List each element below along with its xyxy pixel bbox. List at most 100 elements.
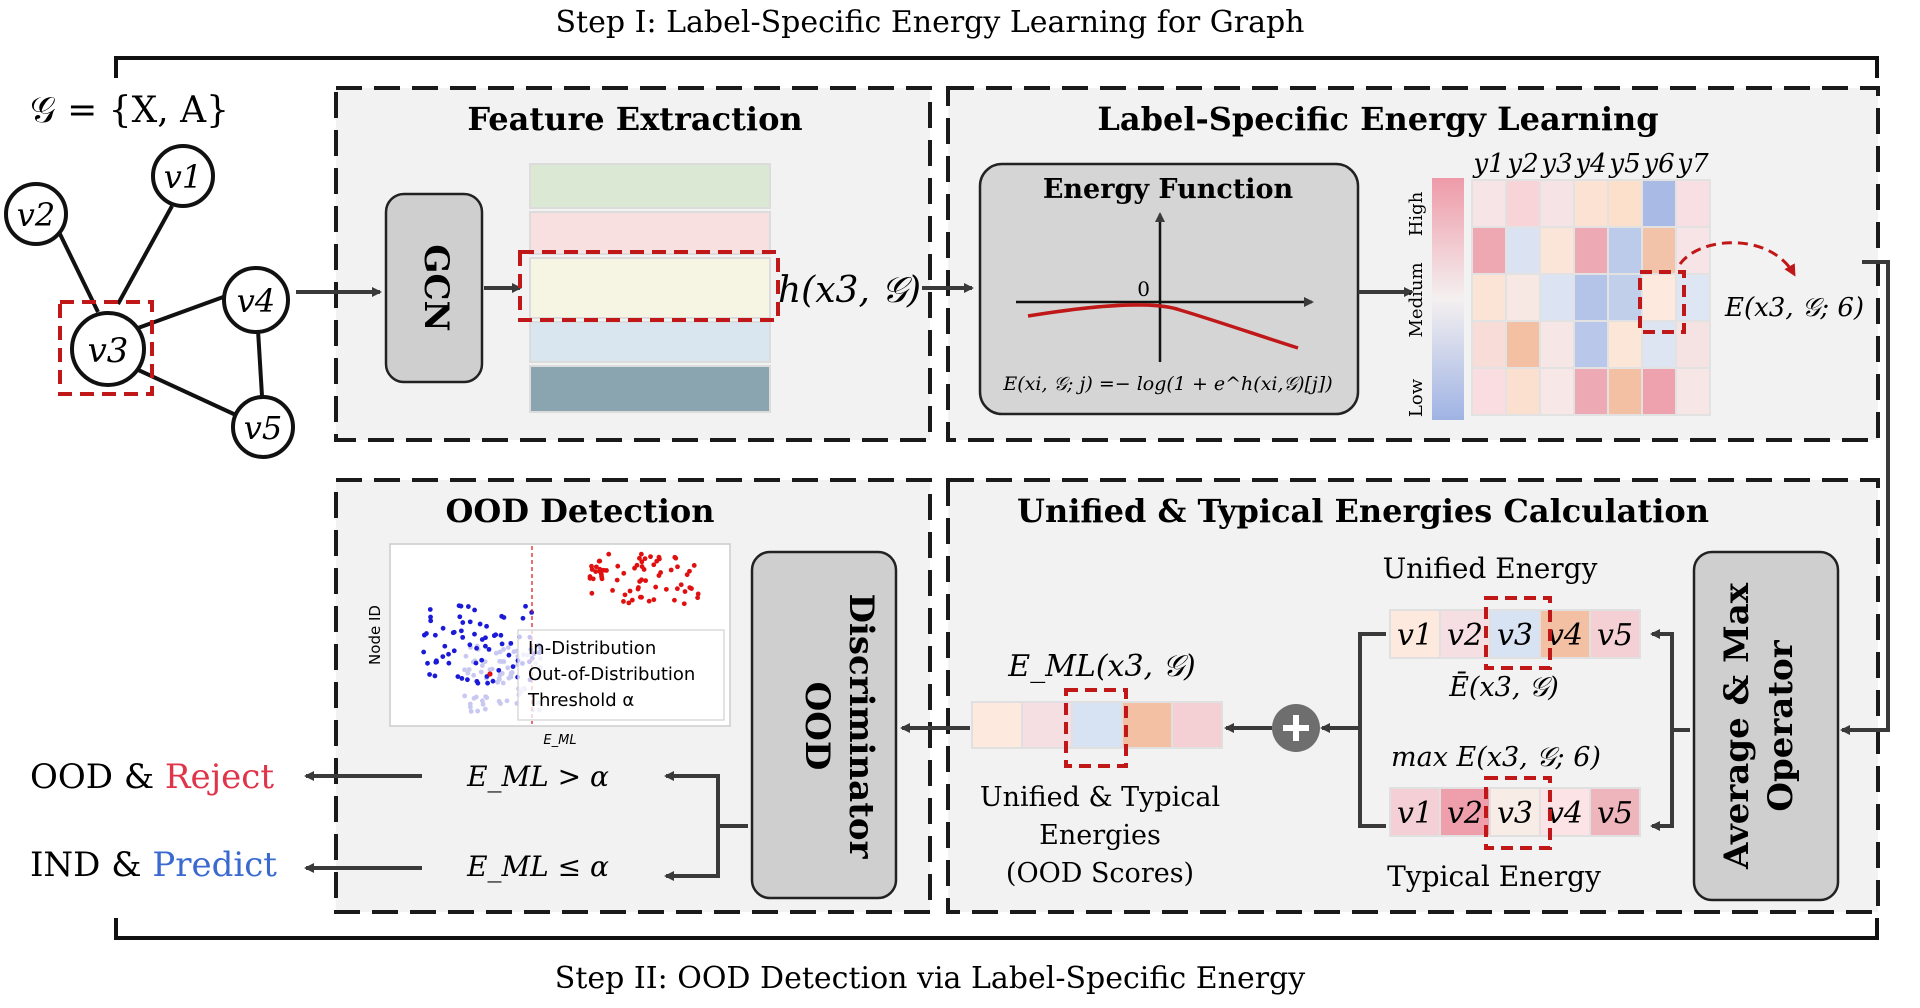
scatter-point-138 <box>433 658 439 664</box>
gcn-box <box>384 192 484 384</box>
energy-axis-zero: 0 <box>1137 277 1150 301</box>
scatter-point-115 <box>458 603 464 609</box>
heatmap-cell-r2-c3 <box>1539 226 1575 275</box>
scatter-point-68 <box>493 650 499 656</box>
scatter-point-124 <box>460 620 466 625</box>
feature-row-2 <box>529 211 771 255</box>
heatmap-cell-r5-c1 <box>1471 367 1507 416</box>
scatter-point-49 <box>498 701 503 706</box>
scatter-point-19 <box>505 665 511 671</box>
heatmap-cell-r3-c7 <box>1675 273 1711 322</box>
scores-caption-3: (OOD Scores) <box>1006 858 1194 889</box>
scatter-point-67 <box>511 649 517 655</box>
typical-cell-label-4: v4 <box>1547 796 1583 831</box>
scatter-point-210 <box>673 555 679 561</box>
scatter-point-147 <box>629 597 635 603</box>
node-v5: v5 <box>231 395 295 459</box>
scatter-point-199 <box>674 586 680 592</box>
unified-cell-5 <box>1589 609 1641 659</box>
scatter-point-78 <box>421 649 427 655</box>
typical-cells: v1 v2 v3 v4 v5 <box>1389 787 1641 837</box>
scatter-point-193 <box>639 564 645 569</box>
scatter-point-105 <box>440 654 446 660</box>
legend-threshold: Threshold α <box>527 690 634 711</box>
heatmap-cell-r2-c2 <box>1505 226 1541 275</box>
scatter-point-186 <box>604 568 609 573</box>
scatter-point-159 <box>614 577 620 583</box>
scatter-legend-box <box>517 629 725 721</box>
scatter-point-155 <box>678 582 684 588</box>
heatmap-cell-r2-c6 <box>1641 226 1677 275</box>
scatter-point-207 <box>637 579 643 584</box>
scatter-point-112 <box>428 614 433 620</box>
scatter-point-22 <box>467 704 473 710</box>
unified-energy-label: Unified Energy <box>1383 552 1598 585</box>
scatter-point-1 <box>500 680 506 686</box>
heatmap-output-label: E(x3, 𝒢; 6) <box>1724 293 1864 323</box>
scatter-point-156 <box>648 554 653 560</box>
scatter-point-120 <box>465 604 471 609</box>
scatter-point-208 <box>589 590 595 596</box>
scatter-point-24 <box>499 659 505 664</box>
scatter-point-196 <box>639 594 644 600</box>
heatmap-cell-r3-c5 <box>1607 273 1643 322</box>
eml-cell-5 <box>1171 701 1223 749</box>
eml-label: E_ML(x3, 𝒢) <box>1007 649 1195 684</box>
eml-cell-2 <box>1021 701 1073 749</box>
unified-v3-highlight <box>1484 596 1552 670</box>
scatter-point-164 <box>638 551 644 557</box>
heatmap-col-label-4: y4 <box>1574 149 1606 179</box>
scatter-point-205 <box>668 567 674 573</box>
heatmap-cell-r3-c2 <box>1505 273 1541 322</box>
gcn-label: GCN <box>416 244 456 331</box>
typical-cell-label-2: v2 <box>1447 796 1483 831</box>
scatter-point-137 <box>451 648 457 654</box>
scatter-point-77 <box>440 625 446 631</box>
heatmap-col-label-2: y2 <box>1506 149 1538 179</box>
scatter-point-70 <box>462 693 468 699</box>
scatter-point-169 <box>606 551 612 557</box>
scatter-point-214 <box>689 586 694 591</box>
graph-nodes: v1 v2 v3 v4 v5 <box>4 144 295 459</box>
scatter-xlabel: E_ML <box>543 733 576 748</box>
scatter-point-61 <box>501 647 506 652</box>
scatter-point-117 <box>474 645 479 651</box>
eml-cell-3 <box>1071 701 1123 749</box>
heatmap-cell-r1-c5 <box>1607 179 1643 228</box>
energy-function-box <box>978 162 1360 416</box>
scatter-point-209 <box>635 586 641 592</box>
scatter-point-63 <box>466 667 472 672</box>
scatter-point-37 <box>483 694 489 699</box>
scatter-point-178 <box>663 586 669 592</box>
scatter-point-203 <box>632 565 637 571</box>
heatmap-col-label-7: y7 <box>1676 149 1709 179</box>
scatter-point-107 <box>455 674 461 680</box>
label-specific-title: Label-Specific Energy Learning <box>1097 100 1658 138</box>
connector-right <box>1840 260 1890 735</box>
scatter-point-56 <box>479 698 485 704</box>
heatmap-legend-bar <box>1432 178 1464 420</box>
scatter-point-181 <box>593 564 599 570</box>
arrow-operator-to-typical <box>1650 730 1674 831</box>
heatmap-col-label-6: y6 <box>1642 149 1674 179</box>
scatter-point-177 <box>654 558 660 564</box>
eml-cells <box>971 701 1223 749</box>
feature-row-3 <box>529 257 771 319</box>
heatmap-cell-r1-c3 <box>1539 179 1575 228</box>
plus-icon <box>1272 704 1320 752</box>
unified-cell-label-3: v3 <box>1497 618 1533 653</box>
feature-row-4 <box>529 321 771 363</box>
scatter-point-75 <box>427 672 432 677</box>
heatmap-cell-r3-c6 <box>1641 273 1677 322</box>
typical-cell-label-1: v1 <box>1397 796 1433 831</box>
scatter-point-79 <box>472 631 477 637</box>
scatter-point-94 <box>510 664 516 669</box>
scatter-point-130 <box>428 618 434 624</box>
heatmap-to-energy-arrow <box>1678 241 1796 277</box>
scatter-point-212 <box>691 563 697 568</box>
unified-cells: v1 v2 v3 v4 v5 <box>1389 609 1641 659</box>
discriminator-label-2: Discriminator <box>841 593 881 859</box>
top-bracket <box>114 56 1879 78</box>
svg-text:v2: v2 <box>17 196 55 234</box>
heatmap-cell-r2-c4 <box>1573 226 1609 275</box>
